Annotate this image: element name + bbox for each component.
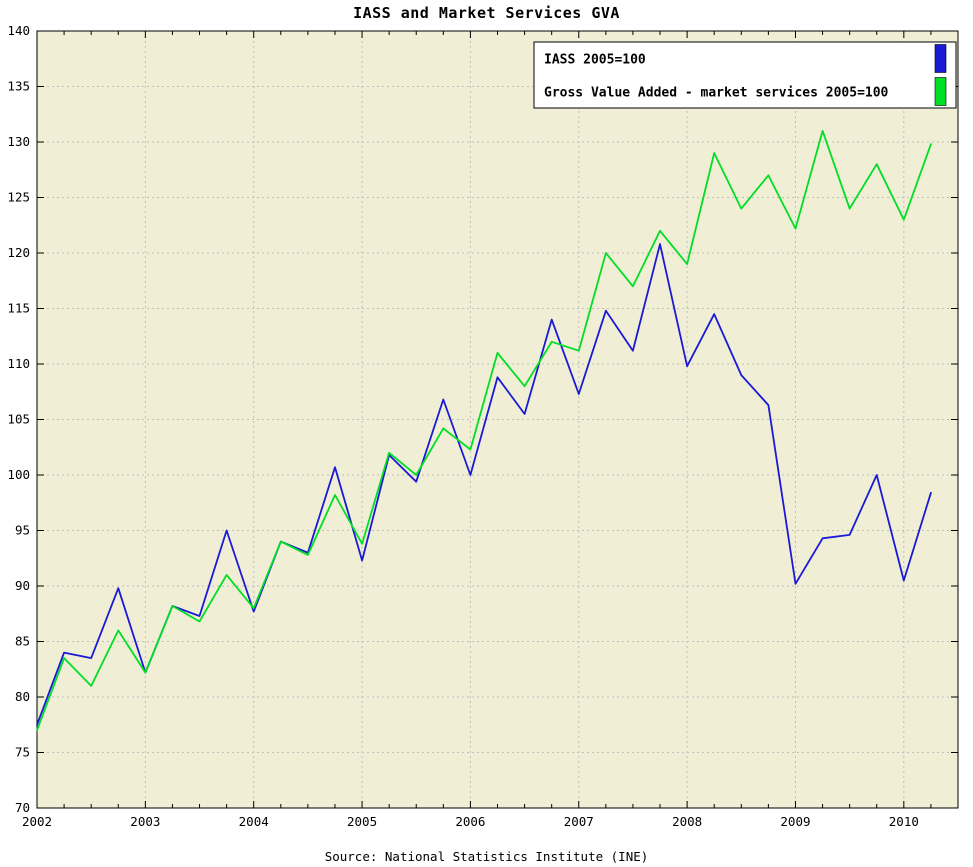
x-tick-label: 2002 (22, 814, 52, 829)
y-tick-label: 140 (7, 23, 30, 38)
y-tick-label: 100 (7, 467, 30, 482)
legend: IASS 2005=100 Gross Value Added - market … (533, 41, 957, 109)
y-tick-label: 70 (15, 800, 30, 815)
chart-source: Source: National Statistics Institute (I… (324, 849, 649, 864)
x-tick-label: 2010 (889, 814, 919, 829)
legend-swatch (934, 44, 947, 73)
x-tick-label: 2006 (455, 814, 485, 829)
legend-label: IASS 2005=100 (544, 53, 646, 68)
legend-label: Gross Value Added - market services 2005… (544, 86, 889, 101)
series-line-gva-market-services (36, 129, 932, 732)
y-tick-label: 130 (7, 134, 30, 149)
y-tick-label: 135 (7, 79, 30, 94)
x-tick-label: 2004 (239, 814, 269, 829)
plot-border (36, 30, 959, 809)
grid (36, 30, 958, 809)
axis-labels: 70 75 80 85 90 95 100 105 110 115 120 125 130 135 140 2… (7, 23, 918, 829)
x-tick-label: 2009 (780, 814, 810, 829)
legend-swatch (934, 77, 947, 106)
x-tick-label: 2005 (347, 814, 377, 829)
y-tick-label: 110 (7, 356, 30, 371)
y-tick-label: 75 (15, 745, 30, 760)
y-tick-label: 115 (7, 301, 30, 316)
legend-box (533, 41, 957, 109)
y-tick-label: 90 (15, 578, 30, 593)
y-tick-label: 120 (7, 245, 30, 260)
y-tick-label: 95 (15, 523, 30, 538)
y-tick-label: 80 (15, 689, 30, 704)
series-line-iass (36, 243, 932, 726)
legend-entry: IASS 2005=100 (544, 44, 947, 73)
y-tick-label: 125 (7, 190, 30, 205)
x-tick-label: 2003 (130, 814, 160, 829)
x-tick-label: 2007 (564, 814, 594, 829)
y-tick-label: 105 (7, 412, 30, 427)
y-tick-label: 85 (15, 634, 30, 649)
chart-title: IASS and Market Services GVA (353, 4, 620, 22)
x-tick-label: 2008 (672, 814, 702, 829)
legend-entry: Gross Value Added - market services 2005… (544, 77, 947, 106)
